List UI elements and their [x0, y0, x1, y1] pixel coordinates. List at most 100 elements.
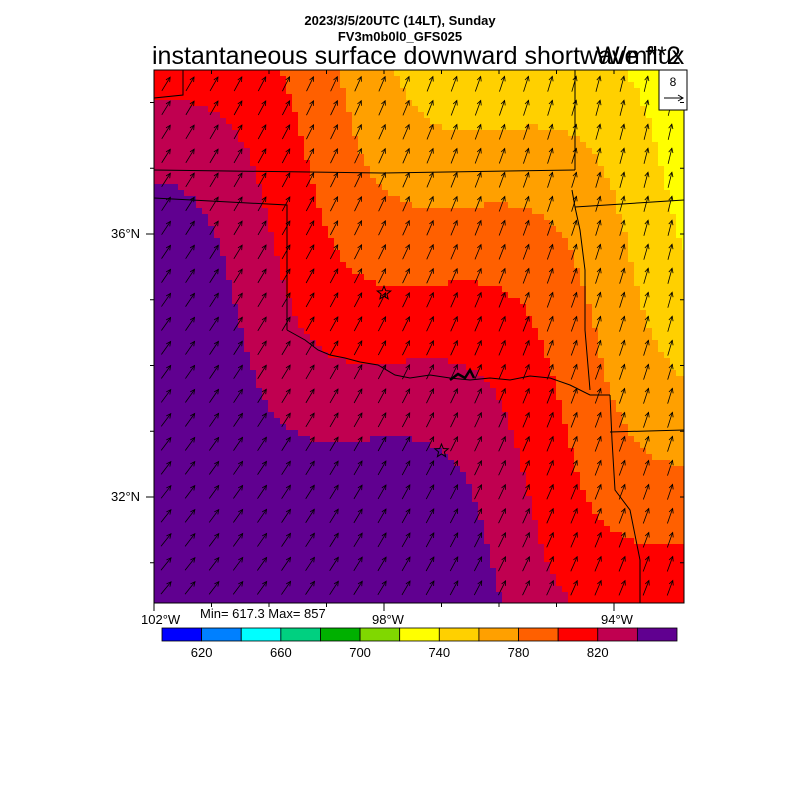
flux-cell: [334, 88, 341, 95]
flux-cell: [472, 214, 479, 221]
flux-cell: [550, 394, 557, 401]
flux-cell: [346, 334, 353, 341]
flux-cell: [412, 376, 419, 383]
flux-cell: [442, 106, 449, 113]
flux-cell: [598, 112, 605, 119]
flux-cell: [334, 112, 341, 119]
flux-cell: [628, 382, 635, 389]
flux-cell: [232, 148, 239, 155]
flux-cell: [502, 310, 509, 317]
flux-cell: [244, 400, 251, 407]
flux-cell: [406, 394, 413, 401]
flux-cell: [160, 250, 167, 257]
flux-cell: [274, 382, 281, 389]
flux-cell: [412, 202, 419, 209]
flux-cell: [172, 106, 179, 113]
flux-cell: [232, 370, 239, 377]
flux-cell: [556, 250, 563, 257]
flux-cell: [352, 208, 359, 215]
flux-cell: [310, 280, 317, 287]
flux-cell: [184, 334, 191, 341]
flux-cell: [634, 358, 641, 365]
flux-cell: [202, 196, 209, 203]
flux-cell: [478, 214, 485, 221]
flux-cell: [274, 202, 281, 209]
flux-cell: [580, 376, 587, 383]
flux-cell: [346, 262, 353, 269]
flux-cell: [220, 244, 227, 251]
flux-cell: [388, 298, 395, 305]
flux-cell: [262, 202, 269, 209]
flux-cell: [382, 358, 389, 365]
flux-cell: [280, 358, 287, 365]
flux-cell: [274, 244, 281, 251]
flux-cell: [562, 184, 569, 191]
flux-cell: [178, 190, 185, 197]
flux-cell: [574, 298, 581, 305]
flux-cell: [418, 244, 425, 251]
flux-cell: [532, 334, 539, 341]
flux-cell: [328, 322, 335, 329]
flux-cell: [208, 166, 215, 173]
flux-cell: [394, 70, 401, 77]
flux-cell: [352, 334, 359, 341]
flux-cell: [358, 400, 365, 407]
flux-cell: [514, 190, 521, 197]
flux-cell: [346, 388, 353, 395]
flux-cell: [430, 358, 437, 365]
flux-cell: [472, 172, 479, 179]
flux-cell: [652, 388, 659, 395]
flux-cell: [196, 142, 203, 149]
flux-cell: [202, 220, 209, 227]
flux-cell: [532, 274, 539, 281]
flux-cell: [232, 208, 239, 215]
flux-cell: [682, 154, 685, 161]
flux-cell: [490, 94, 497, 101]
flux-cell: [652, 196, 659, 203]
flux-cell: [214, 82, 221, 89]
flux-cell: [322, 178, 329, 185]
flux-cell: [676, 262, 683, 269]
flux-cell: [430, 280, 437, 287]
flux-cell: [232, 232, 239, 239]
flux-cell: [664, 382, 671, 389]
flux-cell: [394, 148, 401, 155]
flux-cell: [652, 250, 659, 257]
flux-cell: [652, 208, 659, 215]
flux-cell: [628, 376, 635, 383]
flux-cell: [274, 286, 281, 293]
flux-cell: [598, 370, 605, 377]
flux-cell: [466, 274, 473, 281]
flux-cell: [394, 352, 401, 359]
flux-cell: [634, 316, 641, 323]
flux-cell: [220, 142, 227, 149]
flux-cell: [358, 394, 365, 401]
flux-cell: [352, 220, 359, 227]
flux-cell: [382, 298, 389, 305]
flux-cell: [394, 112, 401, 119]
flux-cell: [346, 244, 353, 251]
flux-cell: [370, 124, 377, 131]
flux-cell: [634, 394, 641, 401]
flux-cell: [232, 244, 239, 251]
flux-cell: [334, 94, 341, 101]
flux-cell: [184, 382, 191, 389]
flux-cell: [154, 298, 161, 305]
flux-cell: [610, 286, 617, 293]
flux-cell: [664, 292, 671, 299]
flux-cell: [412, 358, 419, 365]
flux-cell: [520, 226, 527, 233]
flux-cell: [598, 142, 605, 149]
flux-cell: [412, 196, 419, 203]
flux-cell: [226, 94, 233, 101]
flux-cell: [412, 328, 419, 335]
flux-cell: [574, 394, 581, 401]
flux-cell: [172, 88, 179, 95]
flux-cell: [358, 118, 365, 125]
flux-cell: [232, 124, 239, 131]
flux-cell: [328, 256, 335, 263]
flux-cell: [316, 346, 323, 353]
flux-cell: [322, 106, 329, 113]
flux-cell: [526, 334, 533, 341]
flux-cell: [352, 304, 359, 311]
